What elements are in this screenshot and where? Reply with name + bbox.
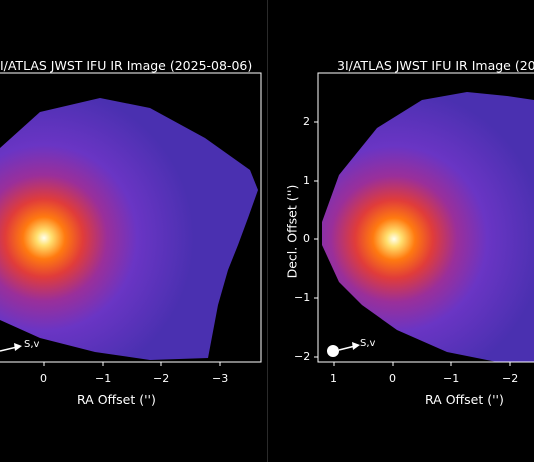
right-ytick-1: 1 <box>303 174 310 187</box>
left-xtick-m3: −3 <box>212 372 229 385</box>
right-image-panel: 3I/ATLAS JWST IFU IR Image (2025-08-06) <box>267 0 534 462</box>
right-nucleus-marker <box>327 345 339 357</box>
left-x-axis-label: RA Offset ('') <box>77 392 156 407</box>
right-ytick-m1: −1 <box>294 291 311 304</box>
left-coma-image <box>0 72 262 366</box>
left-image-panel: 3I/ATLAS JWST IFU IR Image (2025-08-06) <box>0 58 262 407</box>
right-direction-arrow <box>338 345 356 351</box>
right-xtick-m1: −1 <box>443 372 460 385</box>
right-panel-title: 3I/ATLAS JWST IFU IR Image (2025-08-06) <box>337 58 534 73</box>
right-coma-region <box>322 92 534 362</box>
right-xtick-m2: −2 <box>502 372 519 385</box>
right-y-axis-label: Decl. Offset ('') <box>284 184 300 279</box>
right-ytick-2: 2 <box>303 115 310 128</box>
right-arrow-label: S,v <box>360 338 376 349</box>
right-x-axis-label: RA Offset ('') <box>425 392 504 407</box>
left-xtick-m1: −1 <box>95 372 112 385</box>
right-ytick-0: 0 <box>303 232 310 245</box>
left-xtick-m2: −2 <box>153 372 170 385</box>
left-panel-title: 3I/ATLAS JWST IFU IR Image (2025-08-06) <box>0 58 253 73</box>
right-ytick-m2: −2 <box>294 350 311 363</box>
right-xtick-0: 0 <box>389 372 396 385</box>
right-coma-image <box>314 72 534 366</box>
right-xtick-1: 1 <box>330 372 337 385</box>
left-direction-arrow <box>0 346 18 352</box>
left-coma-region <box>0 98 258 360</box>
left-arrow-label: S,v <box>24 339 40 350</box>
panel-divider <box>267 0 268 462</box>
left-xtick-0: 0 <box>40 372 47 385</box>
